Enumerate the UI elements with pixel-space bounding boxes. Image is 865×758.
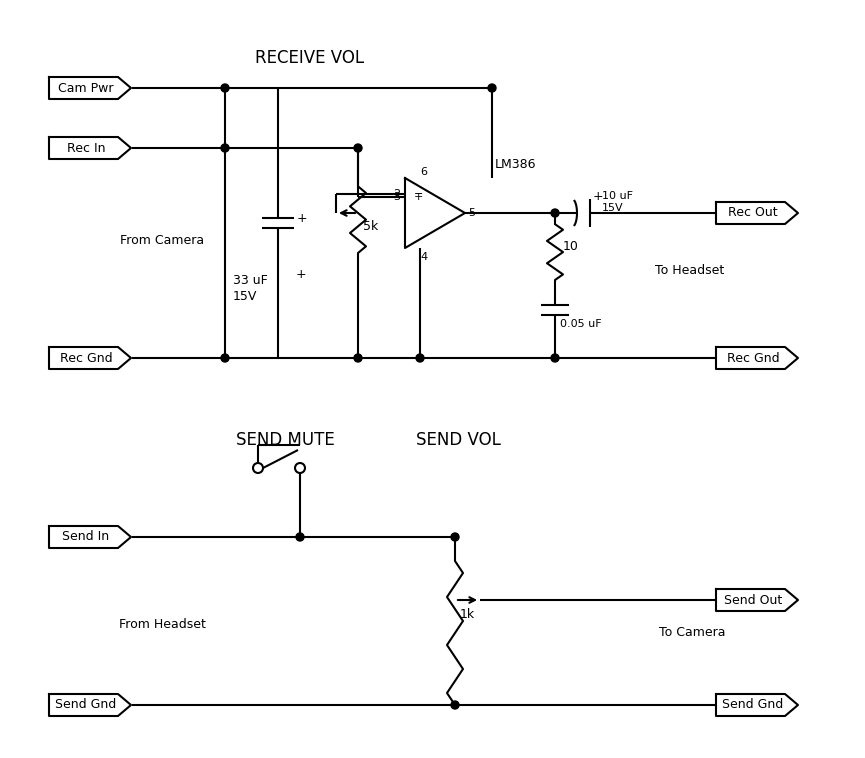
Text: From Camera: From Camera <box>120 233 204 246</box>
Text: +: + <box>297 211 308 224</box>
Circle shape <box>221 84 229 92</box>
Text: Send Out: Send Out <box>724 594 782 606</box>
Text: Rec In: Rec In <box>67 142 106 155</box>
Circle shape <box>295 463 305 473</box>
Text: +: + <box>296 268 306 281</box>
Text: 10: 10 <box>563 240 579 253</box>
Text: RECEIVE VOL: RECEIVE VOL <box>255 49 364 67</box>
Circle shape <box>221 144 229 152</box>
Circle shape <box>488 84 496 92</box>
Text: 15V: 15V <box>233 290 258 302</box>
Text: Cam Pwr: Cam Pwr <box>58 82 114 95</box>
Text: To Camera: To Camera <box>659 627 725 640</box>
Text: 4: 4 <box>420 252 427 262</box>
Text: Send In: Send In <box>62 531 110 543</box>
Text: 33 uF: 33 uF <box>233 274 268 287</box>
Text: From Headset: From Headset <box>119 619 206 631</box>
Text: 2: 2 <box>393 189 400 199</box>
Text: 1k: 1k <box>460 609 475 622</box>
Text: LM386: LM386 <box>495 158 536 171</box>
Circle shape <box>416 354 424 362</box>
Text: 5k: 5k <box>363 221 378 233</box>
Circle shape <box>354 144 362 152</box>
Circle shape <box>551 209 559 217</box>
Circle shape <box>451 533 459 541</box>
Text: 10 uF: 10 uF <box>602 191 633 201</box>
Text: +: + <box>414 193 423 202</box>
Text: +: + <box>593 190 604 202</box>
Text: SEND VOL: SEND VOL <box>415 431 501 449</box>
Text: 5: 5 <box>468 208 475 218</box>
Text: Rec Gnd: Rec Gnd <box>727 352 779 365</box>
Circle shape <box>354 354 362 362</box>
Text: Send Gnd: Send Gnd <box>722 699 784 712</box>
Text: SEND MUTE: SEND MUTE <box>235 431 335 449</box>
Circle shape <box>221 354 229 362</box>
Text: 3: 3 <box>393 193 400 202</box>
Circle shape <box>253 463 263 473</box>
Text: Rec Out: Rec Out <box>728 206 778 220</box>
Circle shape <box>451 701 459 709</box>
Circle shape <box>551 354 559 362</box>
Text: Rec Gnd: Rec Gnd <box>60 352 112 365</box>
Text: 0.05 uF: 0.05 uF <box>560 319 602 329</box>
Text: To Headset: To Headset <box>656 264 725 277</box>
Text: 6: 6 <box>420 167 427 177</box>
Text: −: − <box>414 189 423 199</box>
Text: Send Gnd: Send Gnd <box>55 699 117 712</box>
Circle shape <box>296 533 304 541</box>
Text: 15V: 15V <box>602 203 624 213</box>
